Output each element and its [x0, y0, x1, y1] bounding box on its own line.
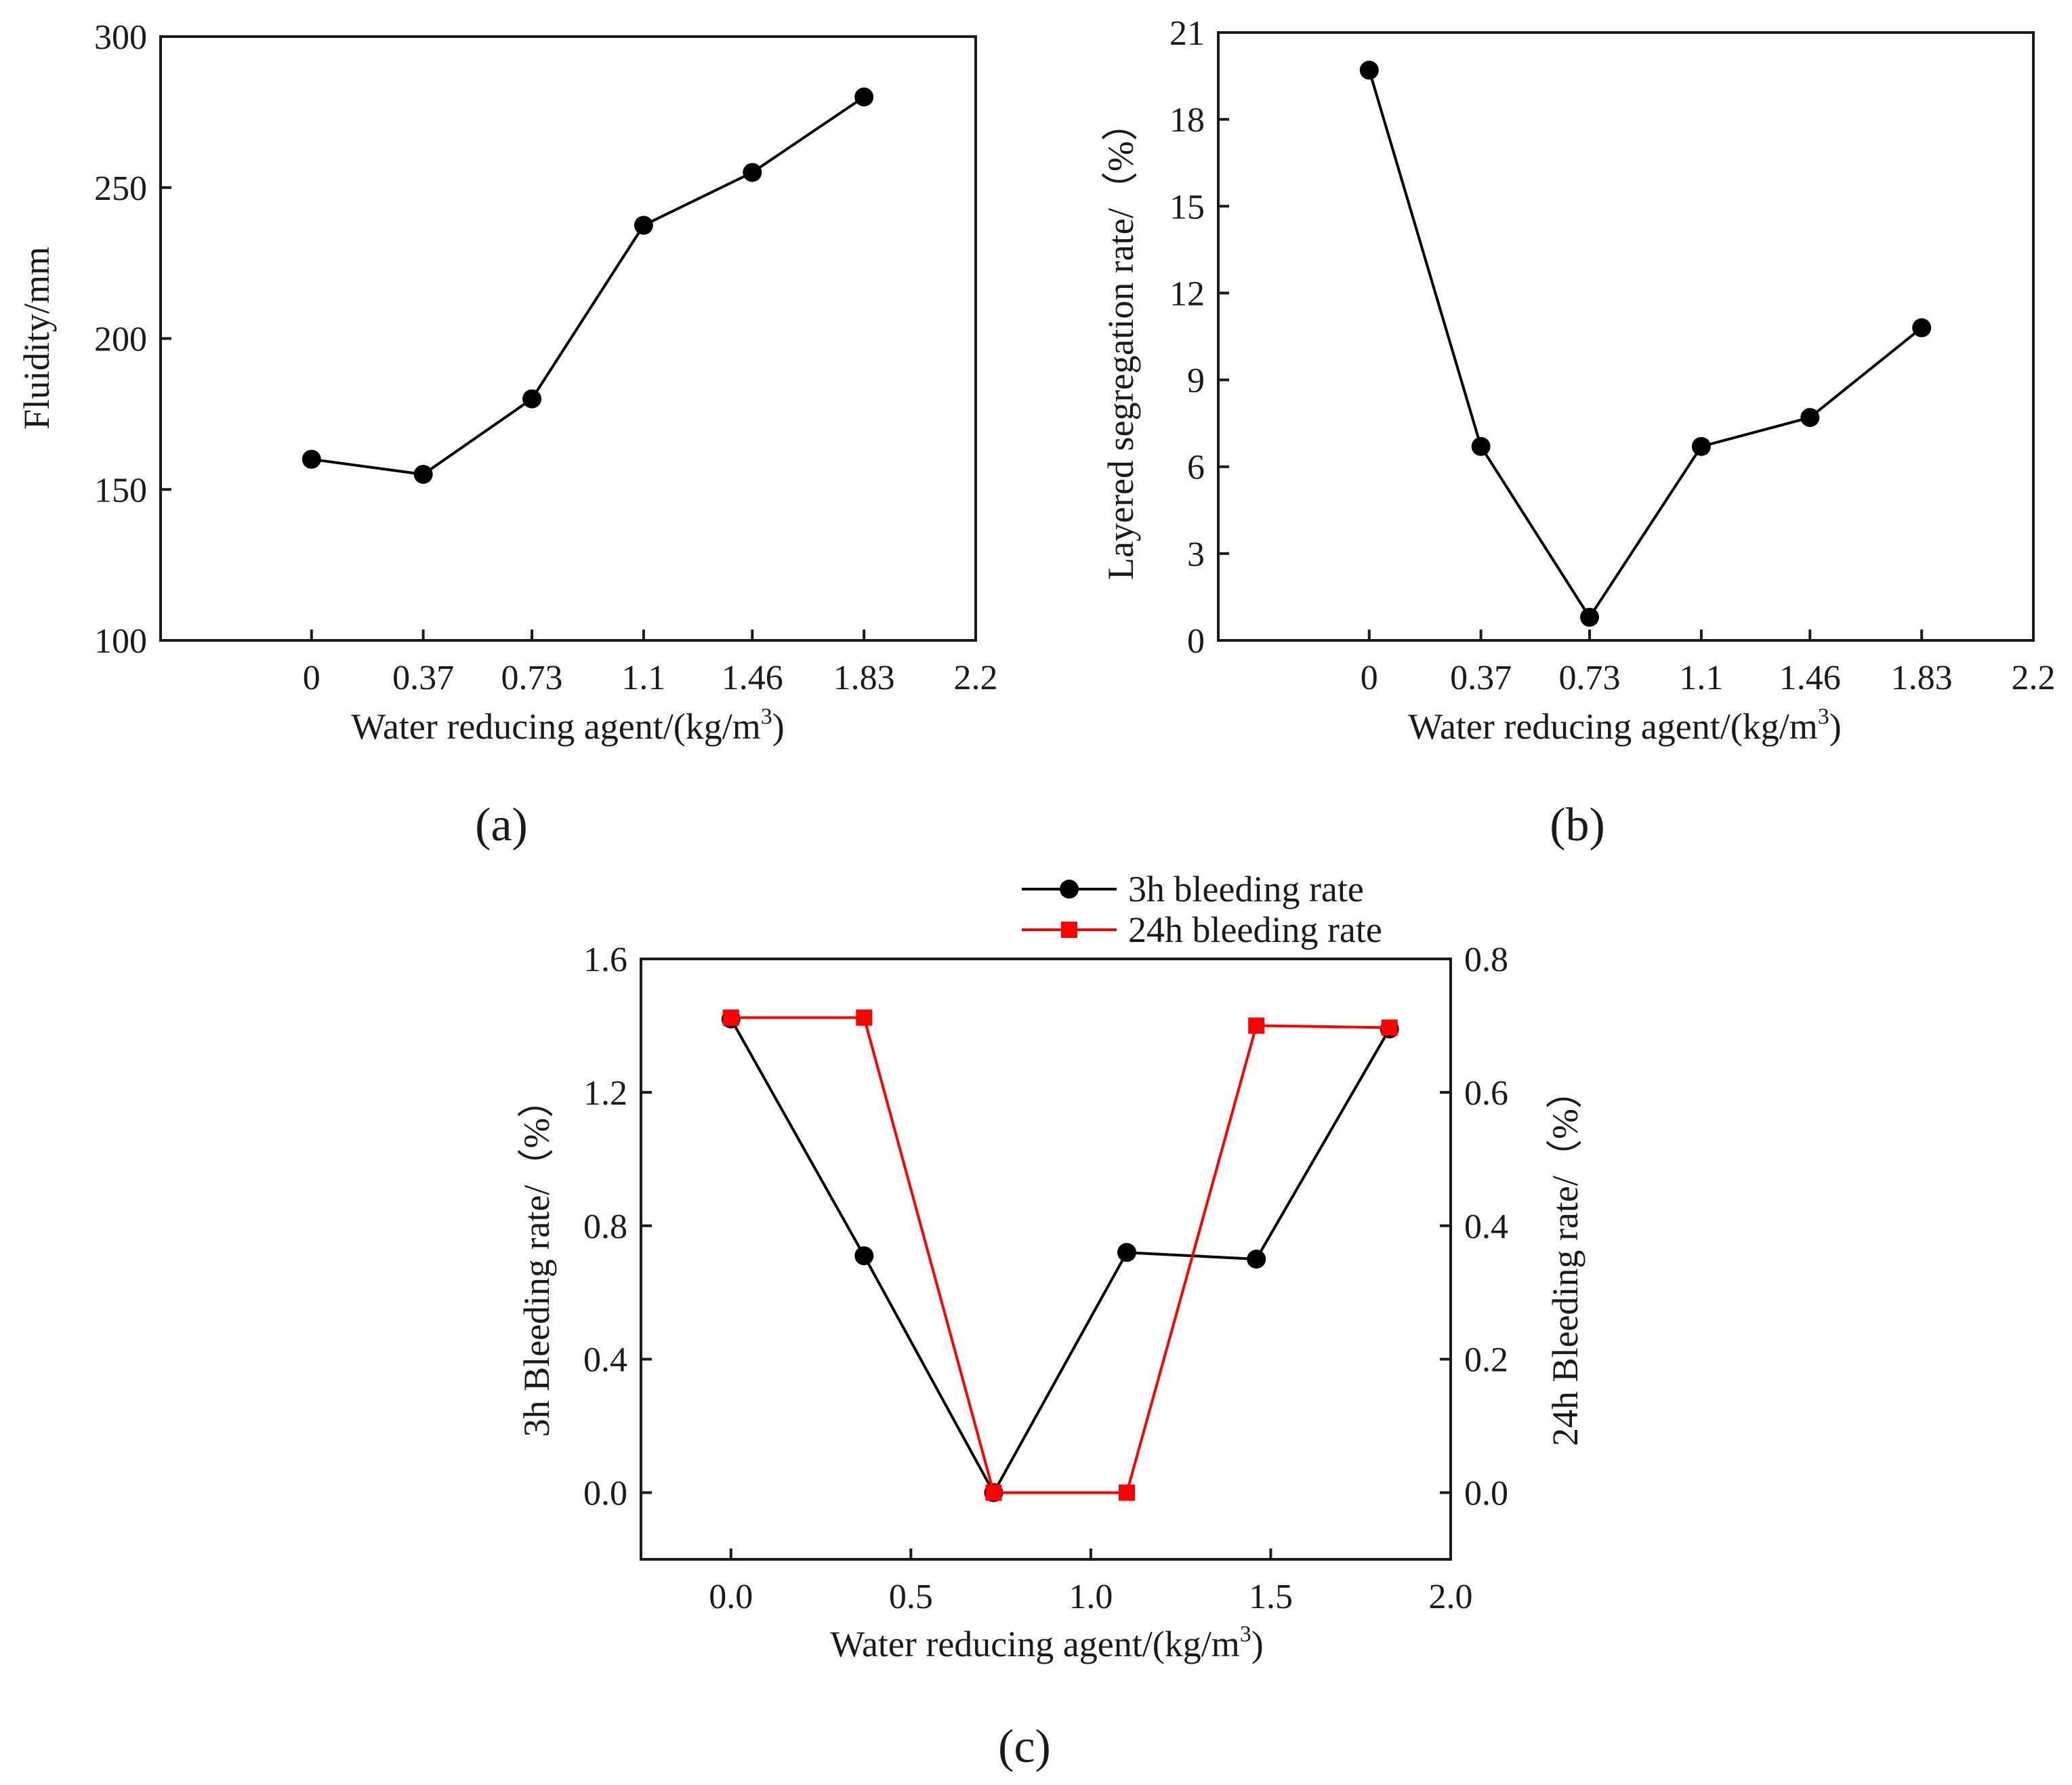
- panel-a-plot-frame: [159, 35, 977, 642]
- x-tick-label: 1.5: [1249, 1578, 1293, 1616]
- panel-a-caption: (a): [475, 799, 528, 851]
- y-tick-label: 0: [1187, 622, 1205, 661]
- series-line-c-1: [730, 1016, 1390, 1494]
- panel-a-y-axis-label: Fluidity/mm: [16, 247, 57, 430]
- data-point-circle: [1117, 1243, 1136, 1263]
- data-point-circle: [1580, 607, 1600, 627]
- y-tick-label: 0.0: [583, 1475, 627, 1513]
- x-tick-label: 0: [1361, 659, 1378, 697]
- y-tick-label: 250: [94, 169, 147, 208]
- x-tick-label: 0.73: [501, 659, 563, 697]
- panel-c-legend: 3h bleeding rate 24h bleeding rate: [1022, 869, 1382, 950]
- panel-c-caption: (c): [998, 1721, 1051, 1773]
- x-tick-label: 1.1: [621, 659, 665, 697]
- x-tick-label: 2.2: [954, 659, 998, 697]
- legend-label-3h: 3h bleeding rate: [1128, 869, 1364, 909]
- y-tick-label: 150: [94, 471, 147, 510]
- panel-a-fluidity-chart: 0 0.37 0.73 1.1 1.46 1.83 2.2 100150200250300 …: [16, 18, 998, 851]
- y-tick-label: 200: [94, 321, 147, 359]
- series-line-c-0: [730, 1018, 1391, 1494]
- data-point-circle: [522, 389, 542, 409]
- legend-label-24h: 24h bleeding rate: [1128, 909, 1382, 950]
- series-line-b-0: [1367, 69, 1923, 619]
- y-tick-label: 12: [1169, 274, 1205, 313]
- data-point-circle: [1800, 408, 1820, 428]
- x-tick-label: 0.0: [709, 1578, 753, 1616]
- legend-marker-24h: [1061, 922, 1077, 938]
- panel-c-right-y-axis-ticks: 0.0 0.2 0.4 0.6 0.8: [1440, 941, 1508, 1513]
- x-tick-label: 0.5: [889, 1578, 933, 1616]
- panel-b-y-axis-ticks: 0 3 6 9 12 15 18 21: [1169, 14, 1229, 661]
- legend-marker-3h: [1060, 880, 1079, 899]
- panel-b-y-axis-label: Layered segregation rate/（%）: [1100, 104, 1141, 580]
- panel-b-caption: (b): [1550, 799, 1605, 851]
- right-y-tick-label: 0.6: [1464, 1074, 1508, 1113]
- x-tick-label: 1.1: [1679, 659, 1723, 697]
- y-tick-label: 18: [1169, 101, 1205, 140]
- panel-c-series: [721, 1009, 1399, 1502]
- panel-b-x-axis-ticks: 0 0.37 0.73 1.1 1.46 1.83 2.2: [1361, 630, 2056, 697]
- y-tick-label: 0.8: [583, 1208, 627, 1246]
- panel-a-series: [302, 87, 874, 484]
- panel-c-y-axis-ticks: 0.0 0.4 0.8 1.2 1.6: [583, 941, 652, 1513]
- y-tick-label: 1.2: [583, 1074, 627, 1113]
- y-tick-label: 3: [1187, 535, 1205, 574]
- data-point-circle: [743, 163, 762, 182]
- panel-b-plot-frame: [1217, 31, 2035, 642]
- panel-c-x-axis-label: Water reducing agent/(kg/m3): [830, 1622, 1263, 1664]
- panel-c-x-axis-ticks: 0.0 0.5 1.0 1.5 2.0: [709, 1548, 1473, 1616]
- panel-c-plot-frame: [640, 958, 1452, 1561]
- x-tick-label: 1.83: [1891, 659, 1953, 697]
- x-tick-label: 1.83: [833, 659, 895, 697]
- y-tick-label: 300: [94, 18, 147, 57]
- x-tick-label: 1.0: [1069, 1578, 1113, 1616]
- y-tick-label: 0.4: [583, 1341, 627, 1380]
- data-point-circle: [302, 449, 321, 469]
- data-point-square: [722, 1009, 739, 1026]
- data-point-square: [985, 1484, 1002, 1501]
- panel-b-series: [1359, 60, 1932, 627]
- panel-b-segregation-chart: 0 0.37 0.73 1.1 1.46 1.83 2.2 0 3 6 9 12 15 18 21 Wat…: [1100, 14, 2056, 851]
- right-y-tick-label: 0.2: [1464, 1341, 1508, 1380]
- data-point-circle: [1359, 60, 1379, 80]
- x-tick-label: 0.37: [392, 659, 454, 697]
- y-tick-label: 15: [1169, 188, 1205, 226]
- data-point-circle: [854, 1246, 874, 1266]
- right-y-tick-label: 0.4: [1464, 1208, 1508, 1246]
- x-tick-label: 0: [303, 659, 320, 697]
- series-line-a-0: [311, 96, 865, 476]
- x-tick-label: 2.0: [1429, 1578, 1473, 1616]
- data-point-circle: [1471, 436, 1491, 456]
- panel-b-x-axis-label: Water reducing agent/(kg/m3): [1408, 704, 1841, 747]
- data-point-square: [1119, 1484, 1135, 1501]
- panel-a-y-axis-ticks: 100 150 200 250 300: [94, 18, 171, 661]
- data-point-square: [856, 1009, 873, 1026]
- data-point-circle: [634, 216, 653, 235]
- data-point-square: [1381, 1019, 1398, 1036]
- y-tick-label: 21: [1169, 14, 1205, 53]
- panel-a-x-axis-label: Water reducing agent/(kg/m3): [351, 704, 784, 747]
- x-tick-label: 0.37: [1450, 659, 1512, 697]
- panel-c-right-y-axis-label: 24h Bleeding rate/（%）: [1545, 1072, 1586, 1446]
- x-tick-label: 1.46: [1779, 659, 1841, 697]
- panel-a-x-axis-ticks: 0 0.37 0.73 1.1 1.46 1.83 2.2: [303, 630, 998, 697]
- data-point-circle: [1691, 436, 1711, 456]
- data-point-circle: [1912, 318, 1932, 337]
- x-tick-label: 1.46: [722, 659, 783, 697]
- right-y-tick-label: 0.0: [1464, 1475, 1508, 1513]
- panel-c-bleeding-chart: 0.0 0.5 1.0 1.5 2.0 0.00.40.81.21.6 0.00.20.…: [516, 869, 1586, 1773]
- x-tick-label: 0.73: [1559, 659, 1621, 697]
- y-tick-label: 1.6: [583, 941, 627, 979]
- data-point-square: [1248, 1017, 1265, 1034]
- data-point-circle: [854, 87, 874, 107]
- y-tick-label: 9: [1187, 362, 1205, 401]
- y-tick-label: 100: [94, 622, 147, 661]
- data-point-circle: [1247, 1250, 1266, 1269]
- y-tick-label: 6: [1187, 449, 1205, 487]
- panel-c-left-y-axis-label: 3h Bleeding rate/（%）: [516, 1082, 557, 1437]
- right-y-tick-label: 0.8: [1464, 941, 1508, 979]
- data-point-circle: [413, 464, 433, 484]
- x-tick-label: 2.2: [2012, 659, 2056, 697]
